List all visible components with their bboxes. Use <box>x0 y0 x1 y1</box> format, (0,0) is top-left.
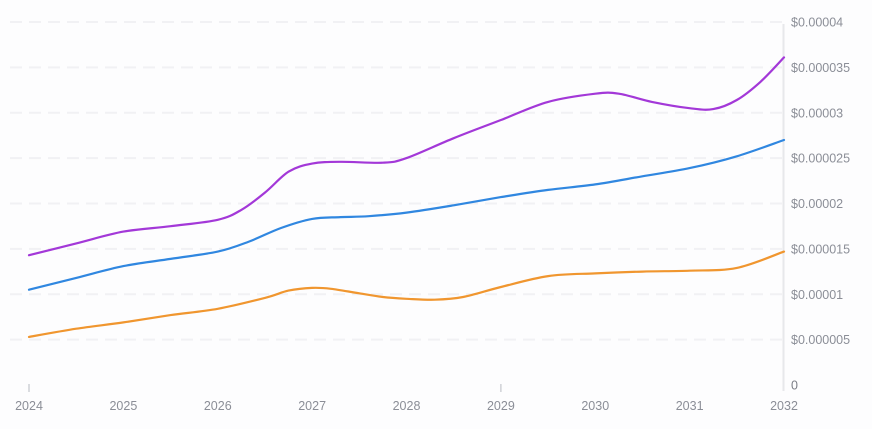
series-lines <box>27 56 786 338</box>
axes <box>28 24 785 392</box>
series-purple-line <box>27 56 786 257</box>
series-blue-line <box>27 138 786 291</box>
y-axis-label: $0.00001 <box>791 288 843 302</box>
y-axis-label: $0.000015 <box>791 242 850 256</box>
y-axis-label: $0.000025 <box>791 152 850 166</box>
x-axis-label: 2028 <box>393 399 421 413</box>
axis-labels: $0.00004 $0.000035 $0.00003 $0.000025 $0.000… <box>15 16 850 414</box>
x-axis-label: 2029 <box>487 399 515 413</box>
gridlines <box>10 21 783 341</box>
x-axis-label: 2027 <box>298 399 326 413</box>
x-axis-label: 2032 <box>770 399 798 413</box>
y-axis-label: $0.00003 <box>791 106 843 120</box>
x-axis-label: 2030 <box>581 399 609 413</box>
x-axis-label: 2025 <box>109 399 137 413</box>
y-axis-label: $0.000035 <box>791 61 850 75</box>
y-axis-label: 0 <box>791 379 798 393</box>
x-axis-label: 2024 <box>15 399 43 413</box>
y-axis-label: $0.000005 <box>791 333 850 347</box>
y-axis-label: $0.00002 <box>791 197 843 211</box>
y-axis-label: $0.00004 <box>791 16 843 30</box>
x-axis-label: 2026 <box>204 399 232 413</box>
x-axis-label: 2031 <box>676 399 704 413</box>
series-orange-line <box>27 250 786 338</box>
